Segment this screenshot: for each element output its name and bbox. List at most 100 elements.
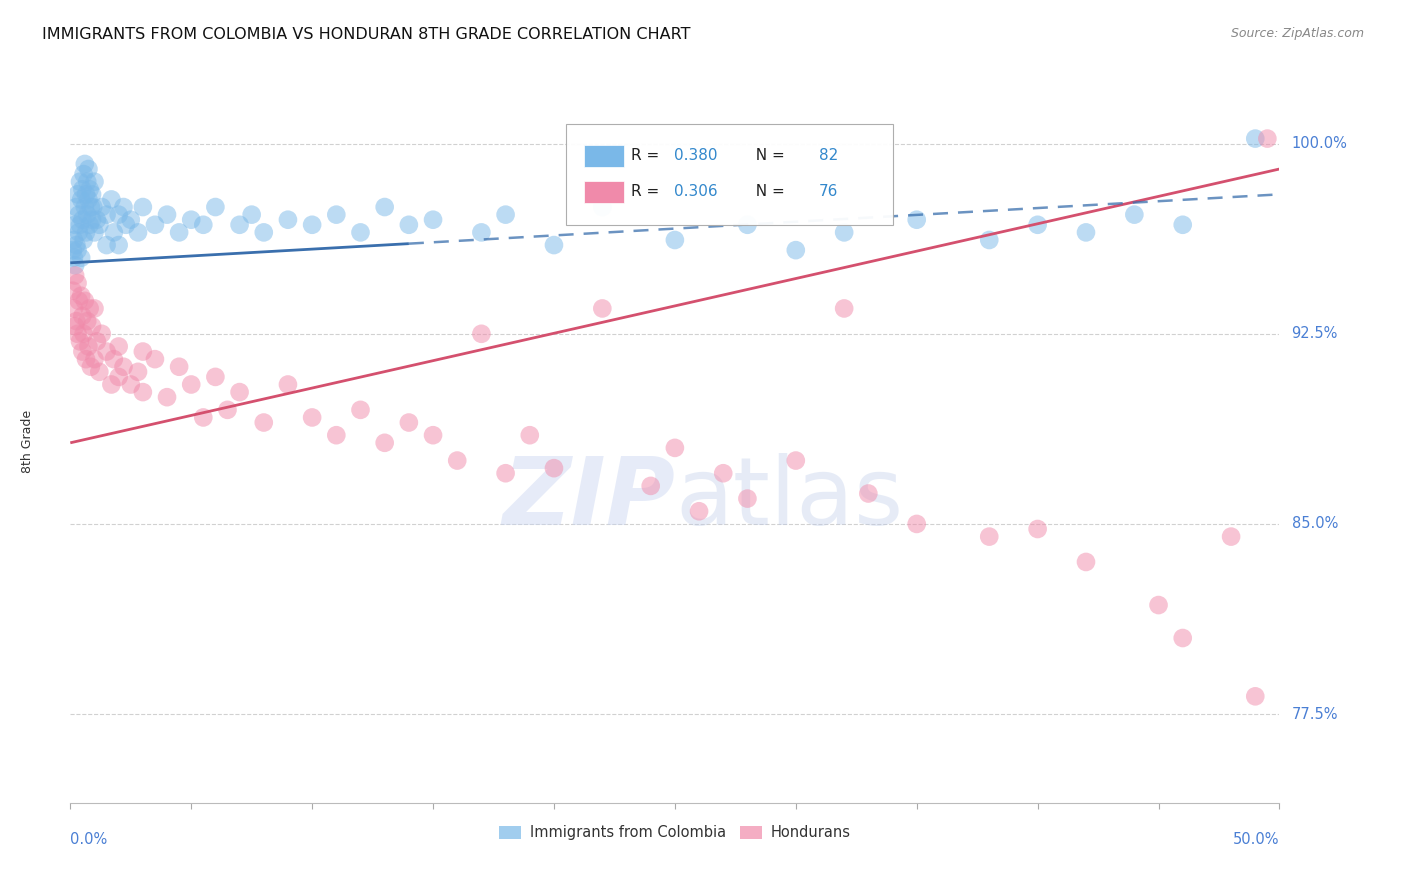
Point [96,238,118,252]
Point [83,352,105,367]
Point [73,200,96,214]
Point [832,301,855,316]
Point [240,208,263,222]
Point [180,377,202,392]
Point [120,212,142,227]
Point [127,226,149,240]
Point [80,359,103,374]
Point [349,226,371,240]
Legend: Immigrants from Colombia, Hondurans: Immigrants from Colombia, Hondurans [494,820,856,847]
Point [63,301,86,316]
Point [69,334,91,349]
Point [67,208,90,222]
Point [90,326,112,341]
Point [156,208,179,222]
Point [66,326,89,341]
Point [591,200,613,214]
Point [83,226,105,240]
Point [470,326,492,341]
Bar [585,181,624,203]
Point [253,416,276,430]
Point [1026,522,1049,536]
Point [422,428,444,442]
Point [89,365,111,379]
Point [1026,218,1049,232]
Point [103,352,125,367]
Point [495,208,517,222]
Point [167,359,190,374]
Point [63,218,86,232]
Point [107,208,129,222]
Point [79,182,101,196]
Point [83,175,105,189]
Point [711,467,734,481]
Point [107,370,129,384]
Point [75,352,97,367]
Text: 8th Grade: 8th Grade [21,410,35,473]
Text: 92.5%: 92.5% [1292,326,1339,342]
Point [785,243,807,257]
Point [143,352,166,367]
Point [100,193,122,207]
Point [72,326,94,341]
Point [1171,218,1194,232]
Point [1244,131,1267,145]
Point [1074,226,1097,240]
Point [72,309,94,323]
Point [1123,208,1146,222]
Point [228,218,250,232]
Point [737,218,759,232]
Text: IMMIGRANTS FROM COLOMBIA VS HONDURAN 8TH GRADE CORRELATION CHART: IMMIGRANTS FROM COLOMBIA VS HONDURAN 8TH… [42,27,690,42]
Point [80,319,103,334]
Point [664,233,686,247]
Point [107,238,129,252]
Text: 100.0%: 100.0% [1292,136,1347,151]
Point [374,200,396,214]
Point [737,491,759,506]
Point [979,233,1001,247]
Point [69,175,91,189]
Point [72,167,94,181]
Point [82,200,104,214]
Point [1171,631,1194,645]
Point [112,359,135,374]
Point [204,370,226,384]
Point [132,344,155,359]
Point [66,243,89,257]
Point [96,208,118,222]
Point [63,251,86,265]
Point [640,479,662,493]
Point [979,530,1001,544]
Point [398,416,420,430]
Point [156,390,179,404]
Point [832,226,855,240]
Point [1220,530,1243,544]
Point [72,182,94,196]
Text: N =: N = [747,184,790,199]
Point [664,441,686,455]
Point [519,428,541,442]
Text: Source: ZipAtlas.com: Source: ZipAtlas.com [1230,27,1364,40]
Point [72,344,94,359]
Point [72,212,94,227]
Point [89,218,111,232]
Point [143,218,166,232]
Point [1074,555,1097,569]
Point [591,301,613,316]
Point [80,212,103,227]
Point [115,218,138,232]
Point [69,218,91,232]
Text: 85.0%: 85.0% [1292,516,1339,532]
Point [120,377,142,392]
Point [167,226,190,240]
Text: R =: R = [631,147,665,162]
Point [63,319,86,334]
Point [349,402,371,417]
Point [374,435,396,450]
Text: 76: 76 [818,184,838,199]
Point [1256,131,1278,145]
Point [67,226,90,240]
Text: 0.0%: 0.0% [70,831,107,847]
Point [103,226,125,240]
Point [70,251,93,265]
